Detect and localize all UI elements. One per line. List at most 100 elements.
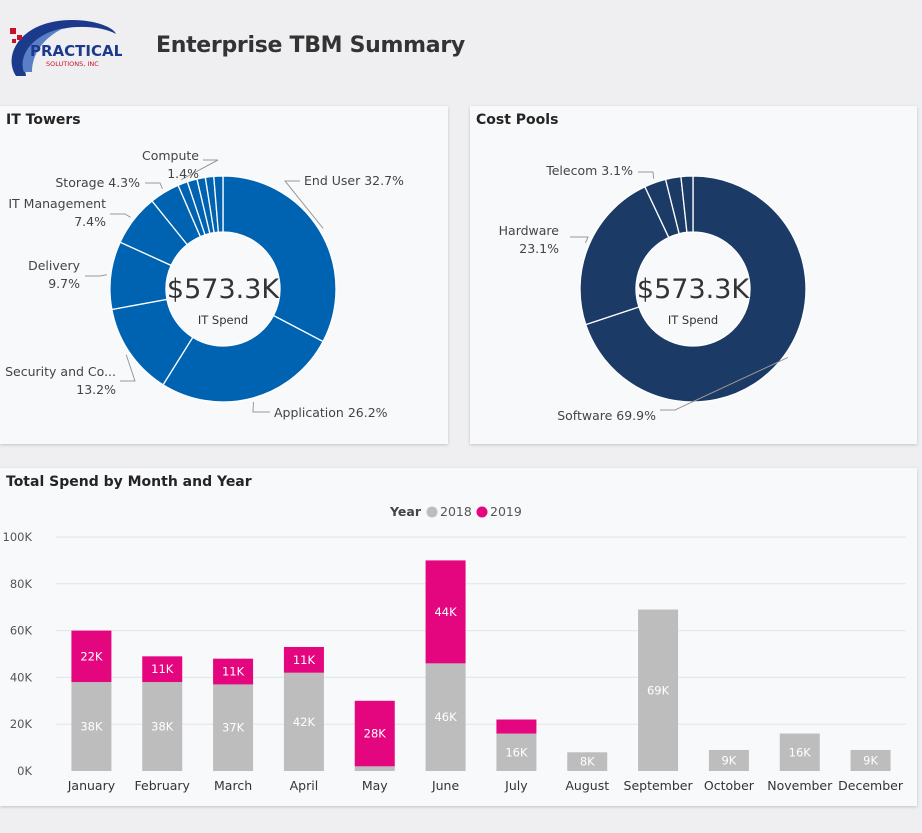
center-value: $573.3K (637, 274, 750, 305)
slice-label: Telecom 3.1% (545, 163, 633, 178)
monthly-spend-bar-chart[interactable]: Year 2018 2019 0K 20K 40K 60K 80K 100K 38K 22K Janu… (0, 468, 917, 806)
slice-leader-line (145, 182, 163, 190)
y-tick-label: 40K (10, 670, 33, 684)
it-towers-title: IT Towers (6, 112, 81, 128)
slice-leader-line (283, 180, 324, 229)
donut-slice[interactable] (579, 185, 670, 326)
slice-leader-line (110, 213, 131, 218)
y-tick-label: 80K (10, 577, 33, 591)
donut-slice[interactable] (162, 314, 324, 403)
x-category-label: September (624, 778, 694, 793)
bar-data-label: 16K (789, 745, 812, 759)
bar-data-label: 9K (721, 753, 736, 767)
bar-2019[interactable] (142, 656, 183, 683)
x-category-label: December (838, 778, 904, 793)
bar-data-label: 38K (151, 720, 174, 734)
bar-data-label: 16K (505, 745, 528, 759)
slice-label: Application 26.2% (274, 405, 388, 420)
bar-data-label: 11K (222, 665, 245, 679)
x-category-label: July (504, 778, 528, 793)
center-label: IT Spend (668, 313, 718, 327)
bar-data-label: 11K (293, 653, 316, 667)
bar-data-label: 69K (647, 683, 670, 697)
bar-2019[interactable] (213, 658, 254, 685)
svg-text:SOLUTIONS, INC: SOLUTIONS, INC (46, 60, 99, 68)
bar-data-label: 11K (151, 662, 174, 676)
slice-label: Compute (142, 148, 199, 163)
y-tick-label: 20K (10, 717, 33, 731)
it-towers-card[interactable]: IT Towers End User 32.7% Application 26.2… (0, 106, 448, 444)
bar-data-label: 42K (293, 715, 316, 729)
x-category-label: March (214, 778, 252, 793)
x-category-label: April (290, 778, 319, 793)
bar-2018[interactable] (708, 749, 749, 771)
donut-slice[interactable] (213, 175, 224, 233)
slice-leader-line (120, 354, 136, 382)
slice-percent: 1.4% (167, 166, 199, 181)
bar-2019[interactable] (425, 560, 466, 664)
slice-percent: 13.2% (76, 382, 116, 397)
center-label: IT Spend (198, 313, 248, 327)
bar-2018[interactable] (425, 663, 466, 771)
bar-data-label: 37K (222, 721, 245, 735)
report-header: PRACTICAL SOLUTIONS, INC Enterprise TBM … (0, 0, 922, 100)
slice-label: Security and Co... (5, 364, 116, 379)
legend-label[interactable]: 2019 (490, 504, 522, 519)
slice-leader-line (638, 171, 655, 179)
center-value: $573.3K (167, 274, 280, 305)
bar-2018[interactable] (779, 733, 820, 771)
slice-leader-line (85, 274, 107, 277)
slice-percent: 9.7% (48, 276, 80, 291)
bar-data-label: 22K (80, 649, 103, 663)
bar-data-label: 28K (364, 727, 387, 741)
slice-label: Delivery (28, 258, 80, 273)
bar-2019[interactable] (71, 630, 112, 683)
donut-slice[interactable] (680, 175, 694, 234)
x-category-label: August (565, 778, 609, 793)
cost-pools-donut-chart[interactable]: Software 69.9% Hardware 23.1% Telecom 3.1% $… (470, 106, 917, 444)
bar-2019[interactable] (496, 719, 537, 734)
bar-2018[interactable] (354, 766, 395, 771)
bar-2018[interactable] (567, 752, 608, 771)
cost-pools-card[interactable]: Cost Pools Software 69.9% Hardware 23.1% Te… (470, 106, 917, 444)
bar-data-label: 9K (863, 753, 878, 767)
bar-data-label: 8K (580, 755, 595, 769)
page-title: Enterprise TBM Summary (156, 33, 465, 58)
legend-marker[interactable] (476, 506, 488, 518)
bar-2019[interactable] (283, 646, 324, 673)
slice-label: End User 32.7% (304, 173, 404, 188)
donut-slice[interactable] (584, 175, 807, 403)
legend-title: Year (389, 504, 422, 519)
donut-slice[interactable] (222, 175, 337, 343)
x-category-label: June (431, 778, 460, 793)
x-category-label: January (67, 778, 116, 793)
slice-percent: 23.1% (519, 241, 559, 256)
bar-2018[interactable] (638, 609, 679, 771)
bar-2018[interactable] (850, 749, 891, 771)
x-category-label: February (135, 778, 191, 793)
bar-data-label: 44K (434, 605, 457, 619)
x-category-label: October (704, 778, 755, 793)
bar-2019[interactable] (354, 700, 395, 767)
legend-marker[interactable] (426, 506, 438, 518)
svg-text:PRACTICAL: PRACTICAL (30, 42, 122, 60)
legend-label[interactable]: 2018 (440, 504, 472, 519)
bar-2018[interactable] (213, 684, 254, 771)
y-tick-label: 60K (10, 624, 33, 638)
slice-leader-line (570, 236, 589, 244)
monthly-spend-title: Total Spend by Month and Year (6, 474, 252, 490)
company-logo: PRACTICAL SOLUTIONS, INC (10, 20, 122, 76)
slice-label: IT Management (8, 196, 106, 211)
slice-percent: 7.4% (74, 214, 106, 229)
x-category-label: November (767, 778, 833, 793)
bar-2018[interactable] (142, 682, 183, 771)
it-towers-donut-chart[interactable]: End User 32.7% Application 26.2% Security … (0, 106, 448, 444)
cost-pools-title: Cost Pools (476, 112, 559, 128)
bar-2018[interactable] (283, 672, 324, 771)
slice-leader-line (660, 357, 789, 411)
monthly-spend-card[interactable]: Total Spend by Month and Year Year 2018 20… (0, 468, 917, 806)
y-tick-label: 100K (3, 530, 33, 544)
slice-label: Storage 4.3% (55, 175, 140, 190)
bar-2018[interactable] (71, 682, 112, 771)
bar-2018[interactable] (496, 733, 537, 771)
